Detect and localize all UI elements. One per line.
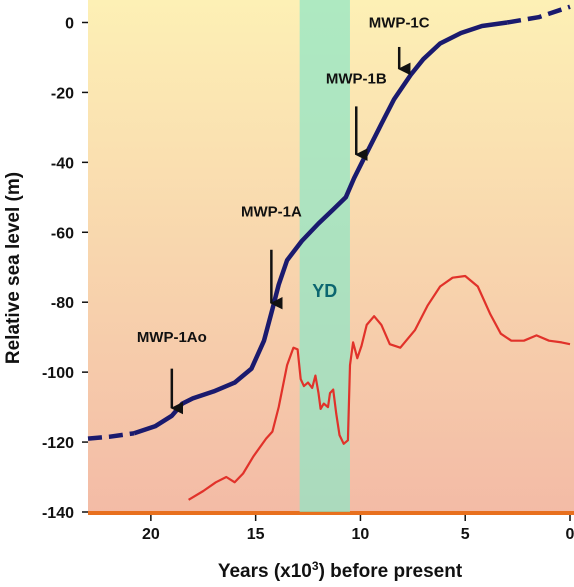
x-tick-label-5: 5 bbox=[461, 526, 470, 543]
younger-dryas-band: YD bbox=[299, 0, 350, 512]
annotation-layer: MWP-1Ao MWP-1A MWP-1B MWP-1C bbox=[137, 14, 430, 415]
y-tick-label--80: -80 bbox=[51, 295, 74, 312]
y-tick-label--140: -140 bbox=[42, 505, 74, 522]
y-tick-label--60: -60 bbox=[51, 225, 74, 242]
x-axis-label-main: Years (x10 bbox=[218, 561, 312, 582]
series-line-0 bbox=[133, 20, 508, 436]
y-axis-label: Relative sea level (m) bbox=[3, 172, 24, 364]
series-layer bbox=[87, 4, 571, 501]
x-tick-label-10: 10 bbox=[352, 526, 370, 543]
x-axis-label: Years (x103) before present bbox=[218, 559, 463, 582]
y-tick-label--120: -120 bbox=[42, 435, 74, 452]
annotation-label-3: MWP-1C bbox=[369, 14, 430, 31]
yd-band-label: YD bbox=[312, 281, 337, 301]
annotation-label-2: MWP-1B bbox=[326, 70, 387, 87]
annotation-label-0: MWP-1Ao bbox=[137, 329, 207, 346]
x-tick-label-20: 20 bbox=[142, 526, 160, 543]
x-tick-label-15: 15 bbox=[247, 526, 265, 543]
x-axis-label-superscript: 3 bbox=[312, 559, 319, 573]
axis-layer: 0 -20 -40 -60 -80 -100 -120 -140 20 15 10 5 0 bbox=[42, 15, 574, 543]
series-line-3 bbox=[188, 274, 571, 501]
x-tick-label-0: 0 bbox=[566, 526, 574, 543]
x-axis-label-tail: ) before present bbox=[319, 561, 463, 582]
series-line-2 bbox=[506, 4, 571, 25]
annotation-label-1: MWP-1A bbox=[241, 203, 302, 220]
y-tick-label--20: -20 bbox=[51, 85, 74, 102]
yd-band-rect bbox=[299, 0, 350, 512]
y-tick-label-0: 0 bbox=[65, 15, 74, 32]
series-line-1 bbox=[87, 431, 135, 441]
y-tick-label--40: -40 bbox=[51, 155, 74, 172]
y-tick-label--100: -100 bbox=[42, 365, 74, 382]
